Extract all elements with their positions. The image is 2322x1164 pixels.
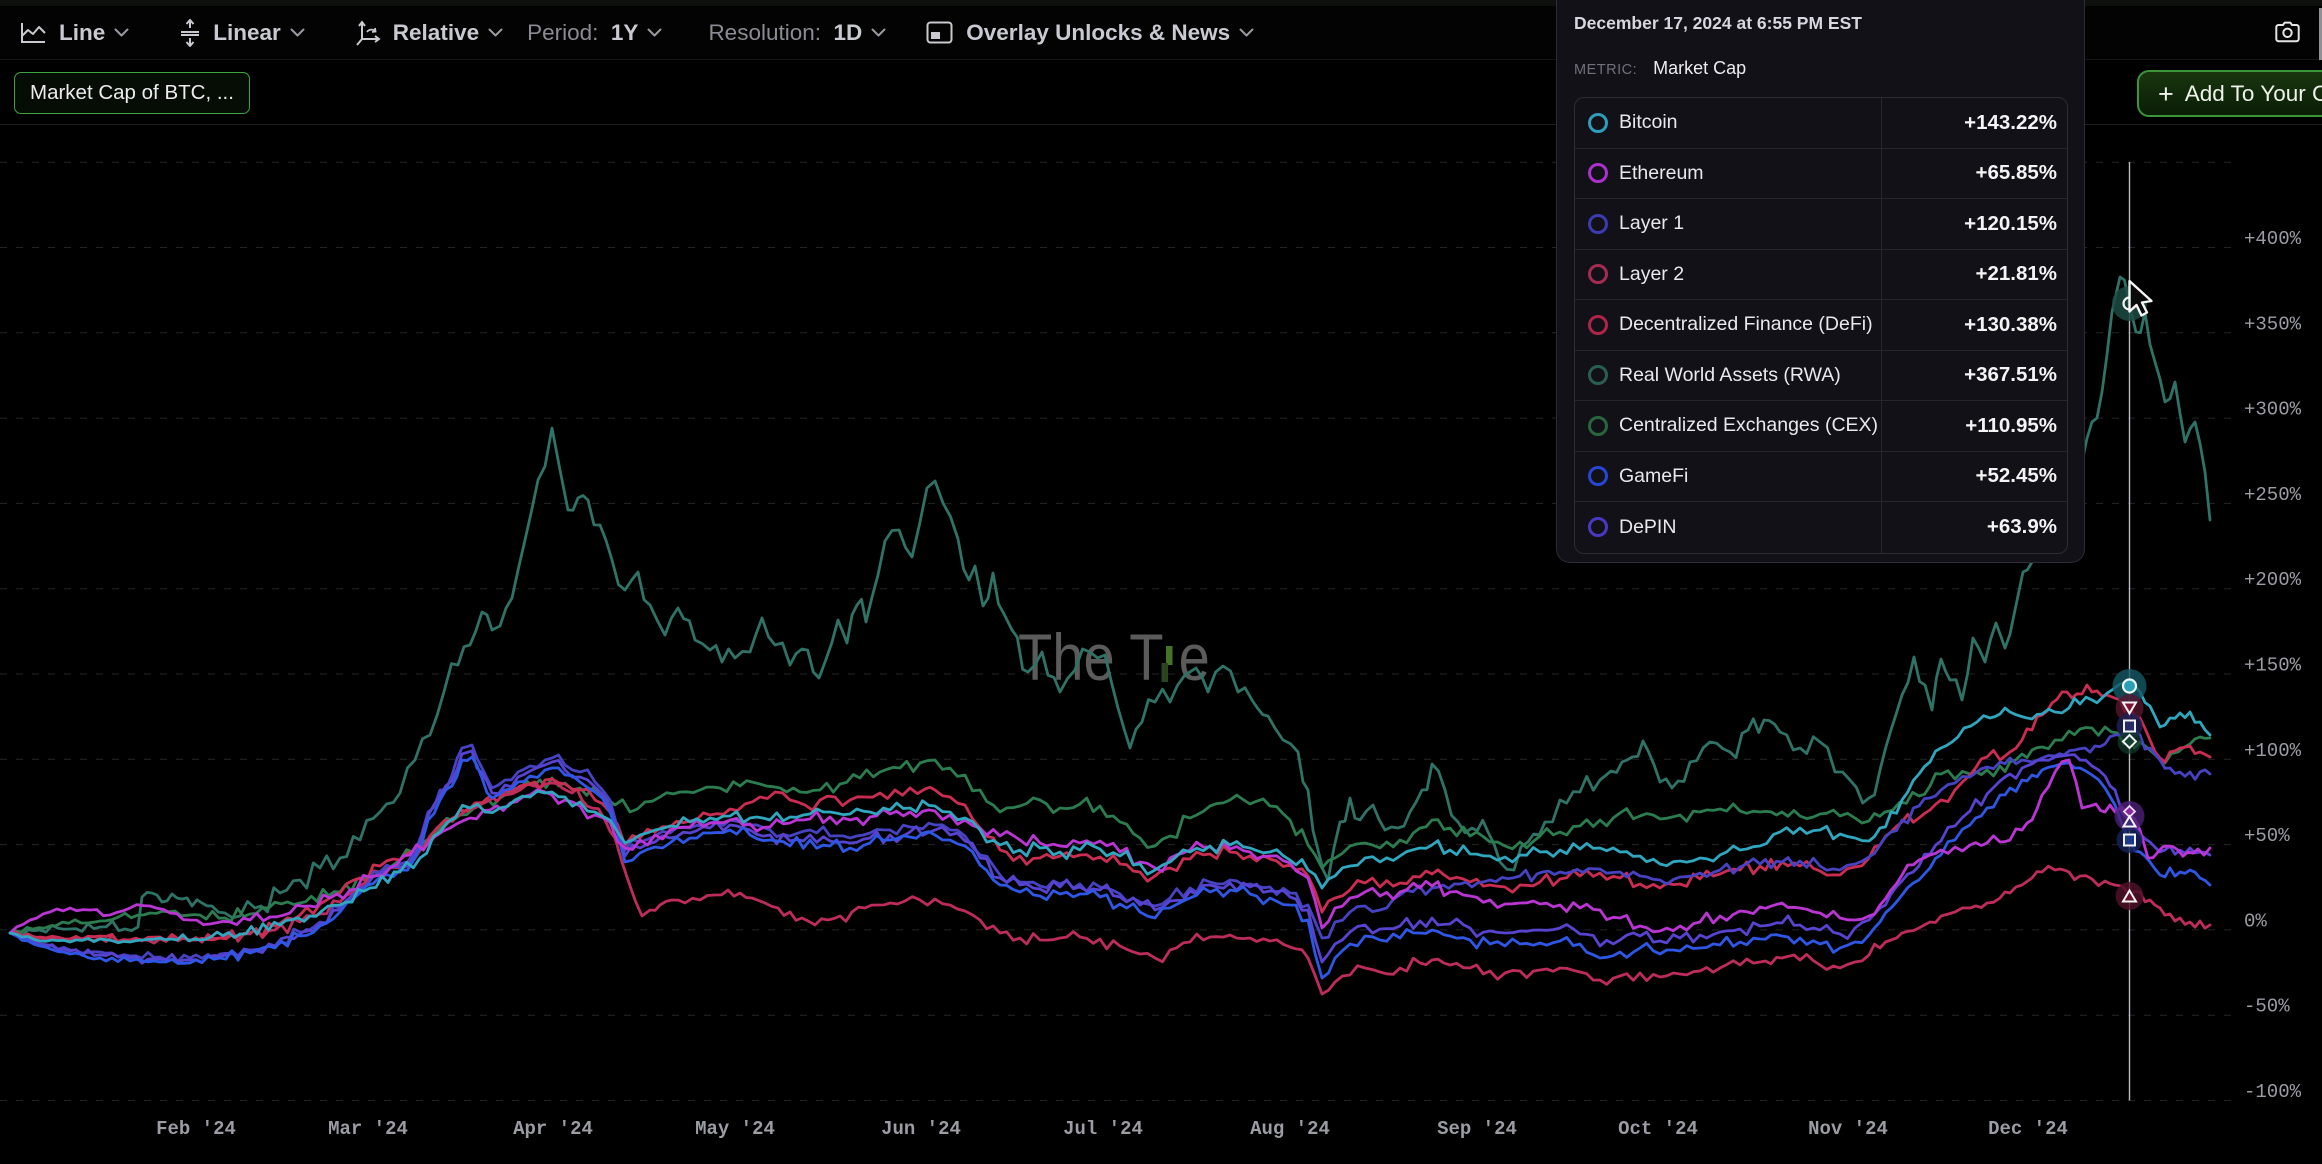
svg-text:Apr '24: Apr '24 — [513, 1118, 593, 1140]
svg-text:Jun '24: Jun '24 — [881, 1118, 961, 1140]
svg-text:Aug '24: Aug '24 — [1250, 1118, 1330, 1140]
svg-text:Feb '24: Feb '24 — [156, 1118, 236, 1140]
svg-text:+400%: +400% — [2244, 228, 2302, 250]
svg-text:-100%: -100% — [2244, 1081, 2302, 1103]
svg-text:+200%: +200% — [2244, 569, 2302, 591]
svg-text:Sep '24: Sep '24 — [1437, 1118, 1517, 1140]
svg-text:Nov '24: Nov '24 — [1808, 1118, 1888, 1140]
svg-text:0%: 0% — [2244, 910, 2267, 932]
svg-text:+250%: +250% — [2244, 484, 2302, 506]
svg-text:+150%: +150% — [2244, 655, 2302, 677]
svg-text:Jul '24: Jul '24 — [1063, 1118, 1143, 1140]
svg-text:+350%: +350% — [2244, 313, 2302, 335]
svg-text:-50%: -50% — [2244, 996, 2290, 1018]
svg-text:+100%: +100% — [2244, 740, 2302, 762]
svg-text:+300%: +300% — [2244, 399, 2302, 421]
svg-text:Dec '24: Dec '24 — [1988, 1118, 2068, 1140]
svg-text:Mar '24: Mar '24 — [328, 1118, 408, 1140]
svg-text:May '24: May '24 — [695, 1118, 775, 1140]
svg-text:Oct '24: Oct '24 — [1618, 1118, 1698, 1140]
svg-text:+50%: +50% — [2244, 825, 2290, 847]
